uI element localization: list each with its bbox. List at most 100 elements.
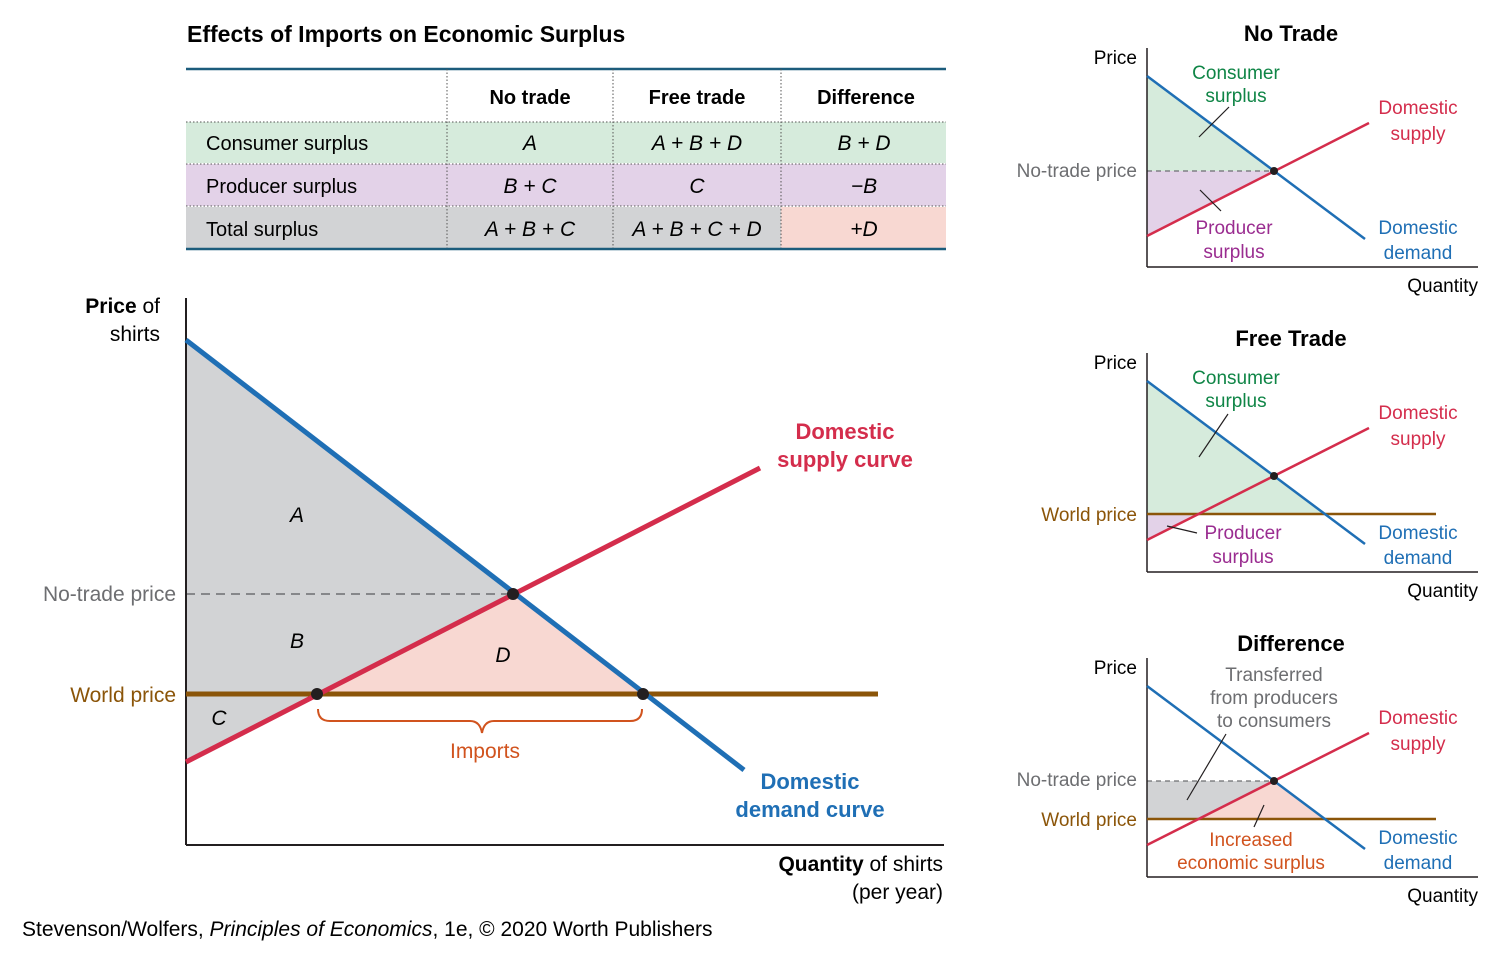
cell-total-no-trade: A + B + C — [483, 218, 576, 241]
cell-total-free-trade: A + B + C + D — [630, 218, 761, 241]
supply-curve — [1146, 121, 1370, 238]
y-axis-label-line2: shirts — [110, 323, 160, 346]
imports-label: Imports — [450, 740, 520, 763]
row-bg-consumer — [186, 122, 946, 163]
cell-total-difference: +D — [850, 218, 877, 241]
header-difference: Difference — [817, 87, 915, 109]
transfer-area — [1147, 781, 1274, 819]
consumer-surplus-label-2: surplus — [1205, 86, 1266, 107]
supply-curve — [184, 465, 762, 765]
x-axis-label-rest: of shirts — [864, 853, 943, 876]
transfer-label-1: Transferred — [1225, 665, 1323, 686]
quantity-label: Quantity — [1407, 886, 1478, 907]
supply-label-1: Domestic — [1378, 403, 1457, 424]
price-label: Price — [1094, 48, 1137, 69]
demand-label-1: Domestic — [1378, 218, 1457, 239]
supply-label-2: supply — [1391, 124, 1446, 145]
consumer-surplus-label-1: Consumer — [1192, 63, 1280, 84]
quantity-label: Quantity — [1407, 276, 1478, 297]
demand-curve — [184, 338, 746, 772]
world-price-label: World price — [1041, 505, 1137, 526]
row-label-producer: Producer surplus — [206, 176, 357, 198]
panel-title: No Trade — [1244, 21, 1338, 46]
cell-producer-no-trade: B + C — [503, 175, 557, 198]
region-label-c: C — [211, 707, 227, 730]
equilibrium-point — [507, 588, 519, 600]
demand-curve — [1146, 379, 1366, 546]
x-axis-label: Quantity of shirts — [778, 853, 943, 876]
no-trade-price-label: No-trade price — [1017, 770, 1137, 791]
region-gray-abc — [186, 340, 513, 762]
credit-book: Principles of Economics — [210, 918, 433, 941]
domestic-quantity-supplied-point — [311, 688, 323, 700]
no-trade-price-label: No-trade price — [43, 583, 176, 606]
price-label: Price — [1094, 353, 1137, 374]
demand-label-2: demand — [1384, 853, 1453, 874]
producer-surplus-label-2: surplus — [1212, 547, 1273, 568]
panel-free-trade: Free Trade Price World price Consumer su… — [1041, 326, 1478, 602]
row-bg-producer — [186, 164, 946, 206]
supply-curve — [1146, 426, 1370, 542]
region-label-d: D — [495, 644, 510, 667]
row-label-consumer: Consumer surplus — [206, 133, 368, 155]
credit-pre: Stevenson/Wolfers, — [22, 918, 210, 941]
demand-label-1: Domestic — [1378, 828, 1457, 849]
equilibrium-point — [1270, 472, 1278, 480]
x-axis-label-line2: (per year) — [852, 881, 943, 904]
leader-line — [1186, 733, 1227, 801]
leader-line — [1166, 525, 1198, 534]
region-pink-d — [317, 594, 643, 694]
producer-surplus-label-2: surplus — [1203, 242, 1264, 263]
demand-label-2: demand — [1384, 548, 1453, 569]
cell-consumer-difference: B + D — [837, 132, 890, 155]
credit-line: Stevenson/Wolfers, Principles of Economi… — [22, 918, 713, 941]
panel-title: Free Trade — [1235, 326, 1346, 351]
supply-label-1: Domestic — [1378, 708, 1457, 729]
imports-brace — [317, 708, 643, 734]
cell-consumer-no-trade: A — [521, 132, 537, 155]
demand-curve — [1146, 684, 1366, 851]
region-label-a: A — [288, 504, 304, 527]
leader-line — [1198, 413, 1229, 458]
world-price-label: World price — [1041, 810, 1137, 831]
supply-label-2: supply — [1391, 734, 1446, 755]
credit-post: , 1e, © 2020 Worth Publishers — [432, 918, 712, 941]
header-free-trade: Free trade — [649, 87, 746, 109]
table-title: Effects of Imports on Economic Surplus — [187, 21, 625, 47]
world-price-label: World price — [70, 684, 176, 707]
leader-line — [1198, 106, 1230, 138]
region-label-b: B — [290, 630, 304, 653]
demand-label-1: Domestic — [1378, 523, 1457, 544]
panel-title: Difference — [1237, 631, 1345, 656]
cell-producer-free-trade: C — [689, 175, 705, 198]
supply-curve-label-1: Domestic — [795, 419, 894, 444]
y-axis-label-bold: Price — [85, 295, 136, 318]
panel-no-trade: No Trade Price No-trade price Consumer s… — [1017, 21, 1479, 297]
main-chart: Imports A B C D Price of shirts No-trade… — [43, 295, 944, 904]
transfer-label-3: to consumers — [1217, 711, 1331, 732]
consumer-surplus-label-1: Consumer — [1192, 368, 1280, 389]
supply-label-1: Domestic — [1378, 98, 1457, 119]
leader-line — [1253, 804, 1265, 828]
cell-producer-difference: −B — [851, 175, 877, 198]
demand-curve — [1146, 74, 1366, 241]
no-trade-price-label: No-trade price — [1017, 161, 1137, 182]
supply-label-2: supply — [1391, 429, 1446, 450]
leader-line — [1199, 189, 1222, 212]
consumer-surplus-label-2: surplus — [1205, 391, 1266, 412]
producer-surplus-label-1: Producer — [1195, 218, 1273, 239]
producer-surplus-label-1: Producer — [1204, 523, 1282, 544]
increased-surplus-label-1: Increased — [1209, 830, 1292, 851]
surplus-table: Effects of Imports on Economic Surplus N… — [186, 21, 946, 251]
cell-consumer-free-trade: A + B + D — [650, 132, 742, 155]
price-label: Price — [1094, 658, 1137, 679]
equilibrium-point — [1270, 777, 1278, 785]
row-label-total: Total surplus — [206, 219, 318, 241]
domestic-quantity-demanded-point — [637, 688, 649, 700]
increased-surplus-area — [1196, 781, 1324, 819]
demand-curve-label-2: demand curve — [735, 797, 884, 822]
transfer-label-2: from producers — [1210, 688, 1338, 709]
equilibrium-point — [1270, 167, 1278, 175]
demand-curve-label-1: Domestic — [760, 769, 859, 794]
